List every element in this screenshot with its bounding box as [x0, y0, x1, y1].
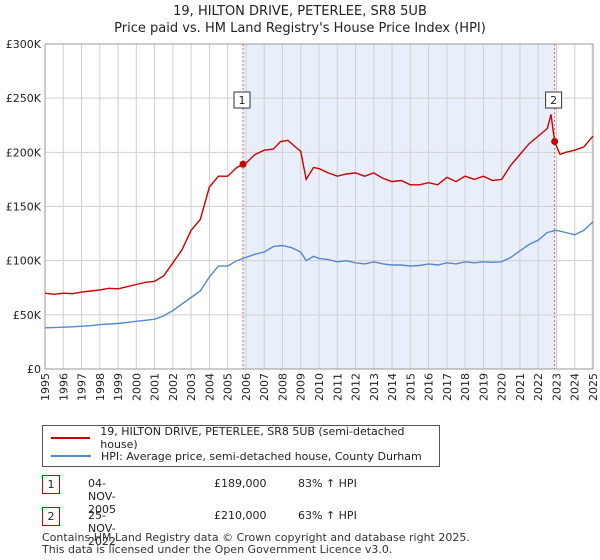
- legend-swatch-price: [51, 437, 91, 439]
- x-tick-label: 2018: [459, 373, 472, 401]
- footer-attribution: Contains HM Land Registry data © Crown c…: [42, 532, 470, 556]
- transaction-badge-box: [233, 91, 251, 109]
- transaction-price: £210,000: [214, 509, 267, 522]
- x-tick-label: 2024: [569, 373, 582, 401]
- transaction-date: 04-NOV-2005: [88, 477, 116, 516]
- x-tick-label: 2000: [130, 373, 143, 401]
- chart-legend: 19, HILTON DRIVE, PETERLEE, SR8 5UB (sem…: [42, 425, 440, 467]
- x-tick-label: 2021: [514, 373, 527, 401]
- hpi-line: [44, 221, 594, 329]
- x-tick-label: 1995: [39, 373, 52, 401]
- x-tick-label: 2006: [240, 373, 253, 401]
- y-tick-label: £100K: [6, 255, 42, 268]
- y-tick-label: £150K: [6, 201, 42, 214]
- y-tick-label: £200K: [6, 146, 42, 159]
- legend-label-hpi: HPI: Average price, semi-detached house,…: [101, 449, 422, 463]
- x-tick-label: 2015: [404, 373, 417, 401]
- footer-line-1: Contains HM Land Registry data © Crown c…: [42, 531, 470, 544]
- chart-subtitle: Price paid vs. HM Land Registry's House …: [114, 21, 486, 36]
- transaction-badge-label: 2: [550, 94, 557, 107]
- x-tick-label: 2004: [203, 373, 216, 401]
- x-tick-label: 2014: [386, 373, 399, 401]
- x-tick-label: 2003: [185, 373, 198, 401]
- transaction-hpi-change: 63% ↑ HPI: [298, 509, 357, 522]
- x-tick-label: 2019: [477, 373, 490, 401]
- x-tick-label: 2013: [368, 373, 381, 401]
- transaction-point: [239, 160, 247, 168]
- transaction-hpi-change: 83% ↑ HPI: [298, 477, 357, 490]
- x-tick-label: 2007: [258, 373, 271, 401]
- x-tick-label: 2011: [331, 373, 344, 401]
- x-tick-label: 2017: [441, 373, 454, 401]
- x-tick-label: 2020: [496, 373, 509, 401]
- footer-line-2: This data is licensed under the Open Gov…: [42, 543, 393, 556]
- x-tick-label: 2005: [222, 373, 235, 401]
- transaction-point: [551, 138, 559, 145]
- legend-item-price: 19, HILTON DRIVE, PETERLEE, SR8 5UB (sem…: [51, 425, 439, 451]
- transaction-marker-badge: 1: [42, 475, 60, 494]
- transaction-marker-badge: 2: [42, 507, 60, 526]
- x-tick-label: 2010: [313, 373, 326, 401]
- x-tick-label: 2025: [587, 373, 600, 401]
- transaction-date: 25-NOV-2022: [88, 509, 116, 548]
- x-tick-label: 1997: [76, 373, 89, 401]
- y-tick-label: £50K: [13, 309, 42, 322]
- transaction-price: £189,000: [214, 477, 267, 490]
- x-tick-label: 2001: [149, 373, 162, 401]
- y-tick-label: £250K: [6, 92, 42, 105]
- x-tick-label: 2022: [532, 373, 545, 401]
- x-tick-label: 1996: [57, 373, 70, 401]
- x-tick-label: 1998: [94, 373, 107, 401]
- chart-title: 19, HILTON DRIVE, PETERLEE, SR8 5UB: [173, 4, 427, 19]
- y-tick-label: £0: [27, 363, 41, 376]
- price-paid-line: [44, 114, 594, 296]
- legend-swatch-hpi: [51, 455, 91, 457]
- x-tick-label: 2016: [423, 373, 436, 401]
- x-tick-label: 2012: [350, 373, 363, 401]
- y-tick-label: £300K: [6, 38, 42, 51]
- legend-label-price: 19, HILTON DRIVE, PETERLEE, SR8 5UB (sem…: [100, 425, 405, 451]
- x-tick-label: 2002: [167, 373, 180, 401]
- x-tick-label: 2009: [295, 373, 308, 401]
- price-chart: £0 £50K £100K £150K £200K £250K £300K 1995 1996 1…: [6, 38, 600, 401]
- x-tick-label: 1999: [112, 373, 125, 401]
- x-tick-label: 2023: [550, 373, 563, 401]
- legend-item-hpi: HPI: Average price, semi-detached house,…: [51, 447, 422, 465]
- transaction-badge-label: 1: [239, 94, 246, 107]
- x-tick-label: 2008: [276, 373, 289, 401]
- plot-frame: [44, 43, 594, 370]
- transaction-badge-box: [545, 91, 563, 109]
